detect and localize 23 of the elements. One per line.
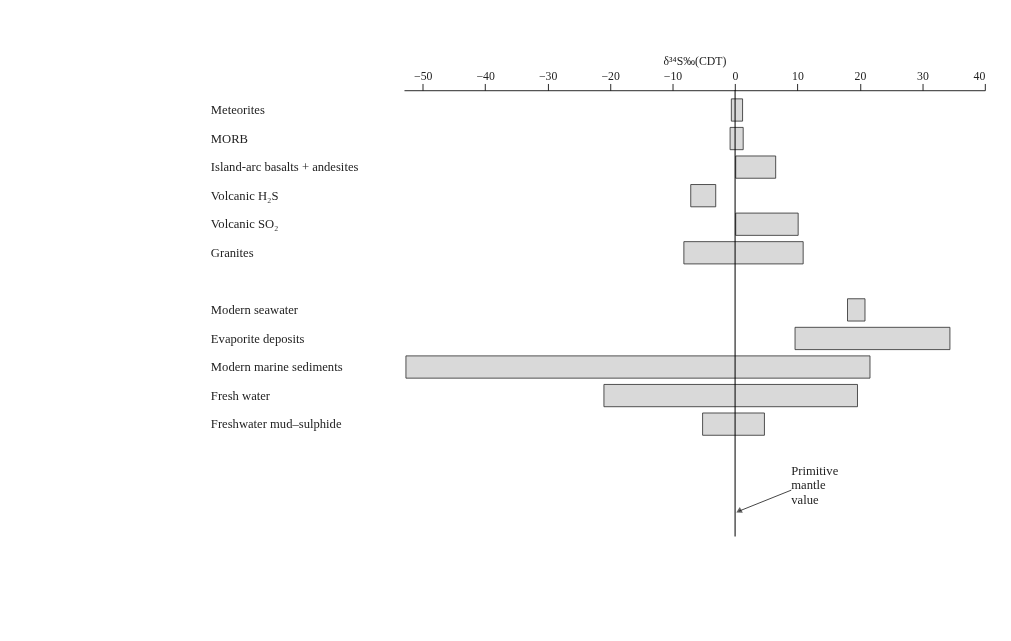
y-tick-label: Volcanic H₂S xyxy=(210,188,279,203)
y-tick-label: Modern marine sediments xyxy=(210,360,343,375)
y-tick-label: Island-arc basalts + andesites xyxy=(210,160,359,175)
y-tick-label: Granites xyxy=(210,245,254,260)
y-tick-label: Evaporite deposits xyxy=(210,331,305,346)
x-tick-label: 20 xyxy=(854,69,867,83)
y-tick-label: Volcanic SO₂ xyxy=(210,217,279,232)
x-tick-label: −10 xyxy=(663,69,683,83)
x-axis-title: δ³⁴S‰(CDT) xyxy=(663,54,727,68)
x-tick-label: −20 xyxy=(601,69,620,83)
x-tick-label: 40 xyxy=(973,69,986,83)
y-tick-label: Modern seawater xyxy=(210,303,299,318)
x-tick-label: 30 xyxy=(916,69,929,83)
y-tick-label: MORB xyxy=(210,131,249,146)
y-tick-label: Fresh water xyxy=(210,388,271,403)
y-tick-label: Freshwater mud–sulphide xyxy=(210,417,342,432)
x-tick-label: −30 xyxy=(538,69,558,83)
x-tick-label: 10 xyxy=(792,69,804,83)
x-tick-label: −40 xyxy=(476,69,495,83)
x-tick-label: −50 xyxy=(414,69,433,83)
y-tick-label: Meteorites xyxy=(210,103,265,118)
x-tick-label: 0 xyxy=(732,69,739,83)
text: Primitive mantle value xyxy=(791,463,839,507)
